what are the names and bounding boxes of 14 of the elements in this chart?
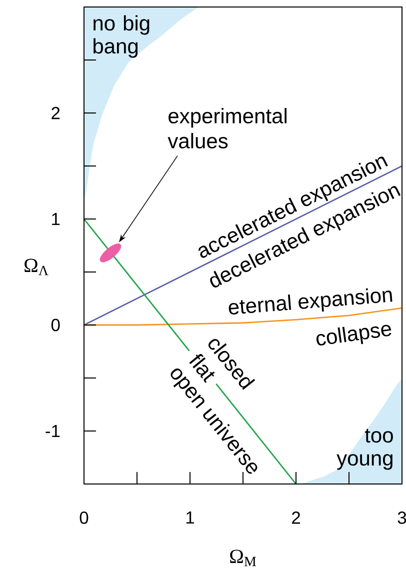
x-tick-label: 1 <box>186 512 194 524</box>
series-label: no big bang <box>94 15 150 58</box>
y-axis-title: Ω$_{Λ}$ <box>24 258 48 276</box>
x-tick-label: 0 <box>80 512 88 524</box>
x-tick-label: 2 <box>292 512 300 524</box>
series-label: too young <box>336 428 393 470</box>
y-tick-label: 2 <box>52 106 60 120</box>
x-axis-title: Ω$_{M}$ <box>230 550 256 566</box>
annotation: collapse <box>316 324 392 346</box>
y-tick-label: -1 <box>46 424 60 438</box>
y-tick-label: 1 <box>52 212 60 226</box>
y-tick-label: 0 <box>51 318 60 332</box>
annotation: eternal expansion <box>228 288 392 314</box>
x-tick-label: 3 <box>398 512 406 524</box>
